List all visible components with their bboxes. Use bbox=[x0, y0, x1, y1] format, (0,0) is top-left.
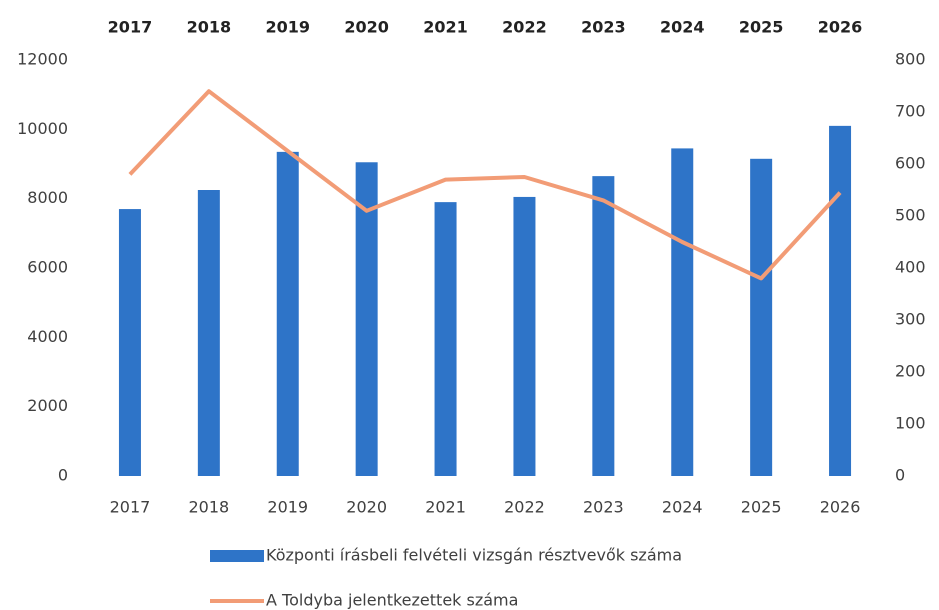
x-tick-label: 2026 bbox=[820, 498, 861, 517]
bar bbox=[197, 190, 220, 476]
bar bbox=[276, 151, 299, 476]
y2-tick-label: 100 bbox=[895, 414, 926, 433]
x-tick-label: 2017 bbox=[110, 498, 151, 517]
bar bbox=[118, 209, 141, 477]
y2-tick-label: 200 bbox=[895, 362, 926, 381]
x-tick-label: 2021 bbox=[425, 498, 466, 517]
legend-label: A Toldyba jelentkezettek száma bbox=[266, 591, 518, 610]
x-tick-label: 2025 bbox=[741, 498, 782, 517]
bar bbox=[750, 158, 773, 477]
bar bbox=[513, 196, 536, 476]
top-x-tick-label: 2025 bbox=[739, 18, 784, 37]
legend-label: Központi írásbeli felvételi vizsgán rész… bbox=[266, 546, 682, 565]
legend-swatch bbox=[210, 550, 264, 562]
top-x-tick-label: 2020 bbox=[344, 18, 389, 37]
bar bbox=[355, 162, 378, 476]
y2-tick-label: 600 bbox=[895, 154, 926, 173]
y-tick-label: 0 bbox=[58, 466, 68, 485]
x-tick-label: 2023 bbox=[583, 498, 624, 517]
x-tick-label: 2020 bbox=[346, 498, 387, 517]
top-x-tick-label: 2024 bbox=[660, 18, 705, 37]
x-tick-label: 2018 bbox=[188, 498, 229, 517]
bar bbox=[829, 125, 852, 476]
y-tick-label: 4000 bbox=[27, 327, 68, 346]
y2-tick-label: 0 bbox=[895, 466, 905, 485]
line bbox=[128, 89, 842, 281]
y2-tick-label: 800 bbox=[895, 50, 926, 69]
top-x-tick-label: 2018 bbox=[187, 18, 232, 37]
top-x-tick-label: 2026 bbox=[818, 18, 863, 37]
y-tick-label: 2000 bbox=[27, 396, 68, 415]
top-x-tick-label: 2017 bbox=[108, 18, 153, 37]
top-x-tick-label: 2021 bbox=[423, 18, 468, 37]
top-x-tick-label: 2019 bbox=[265, 18, 310, 37]
x-tick-label: 2024 bbox=[662, 498, 703, 517]
y2-tick-label: 300 bbox=[895, 310, 926, 329]
bar bbox=[671, 148, 694, 476]
bar bbox=[434, 202, 457, 476]
y-tick-label: 12000 bbox=[17, 50, 68, 69]
top-x-tick-label: 2023 bbox=[581, 18, 626, 37]
y-tick-label: 8000 bbox=[27, 188, 68, 207]
y-tick-label: 6000 bbox=[27, 258, 68, 277]
x-tick-label: 2022 bbox=[504, 498, 545, 517]
y2-tick-label: 700 bbox=[895, 102, 926, 121]
x-tick-label: 2019 bbox=[267, 498, 308, 517]
y-tick-label: 10000 bbox=[17, 119, 68, 138]
top-x-tick-label: 2022 bbox=[502, 18, 547, 37]
bar bbox=[592, 176, 615, 476]
y2-tick-label: 500 bbox=[895, 206, 926, 225]
y2-tick-label: 400 bbox=[895, 258, 926, 277]
